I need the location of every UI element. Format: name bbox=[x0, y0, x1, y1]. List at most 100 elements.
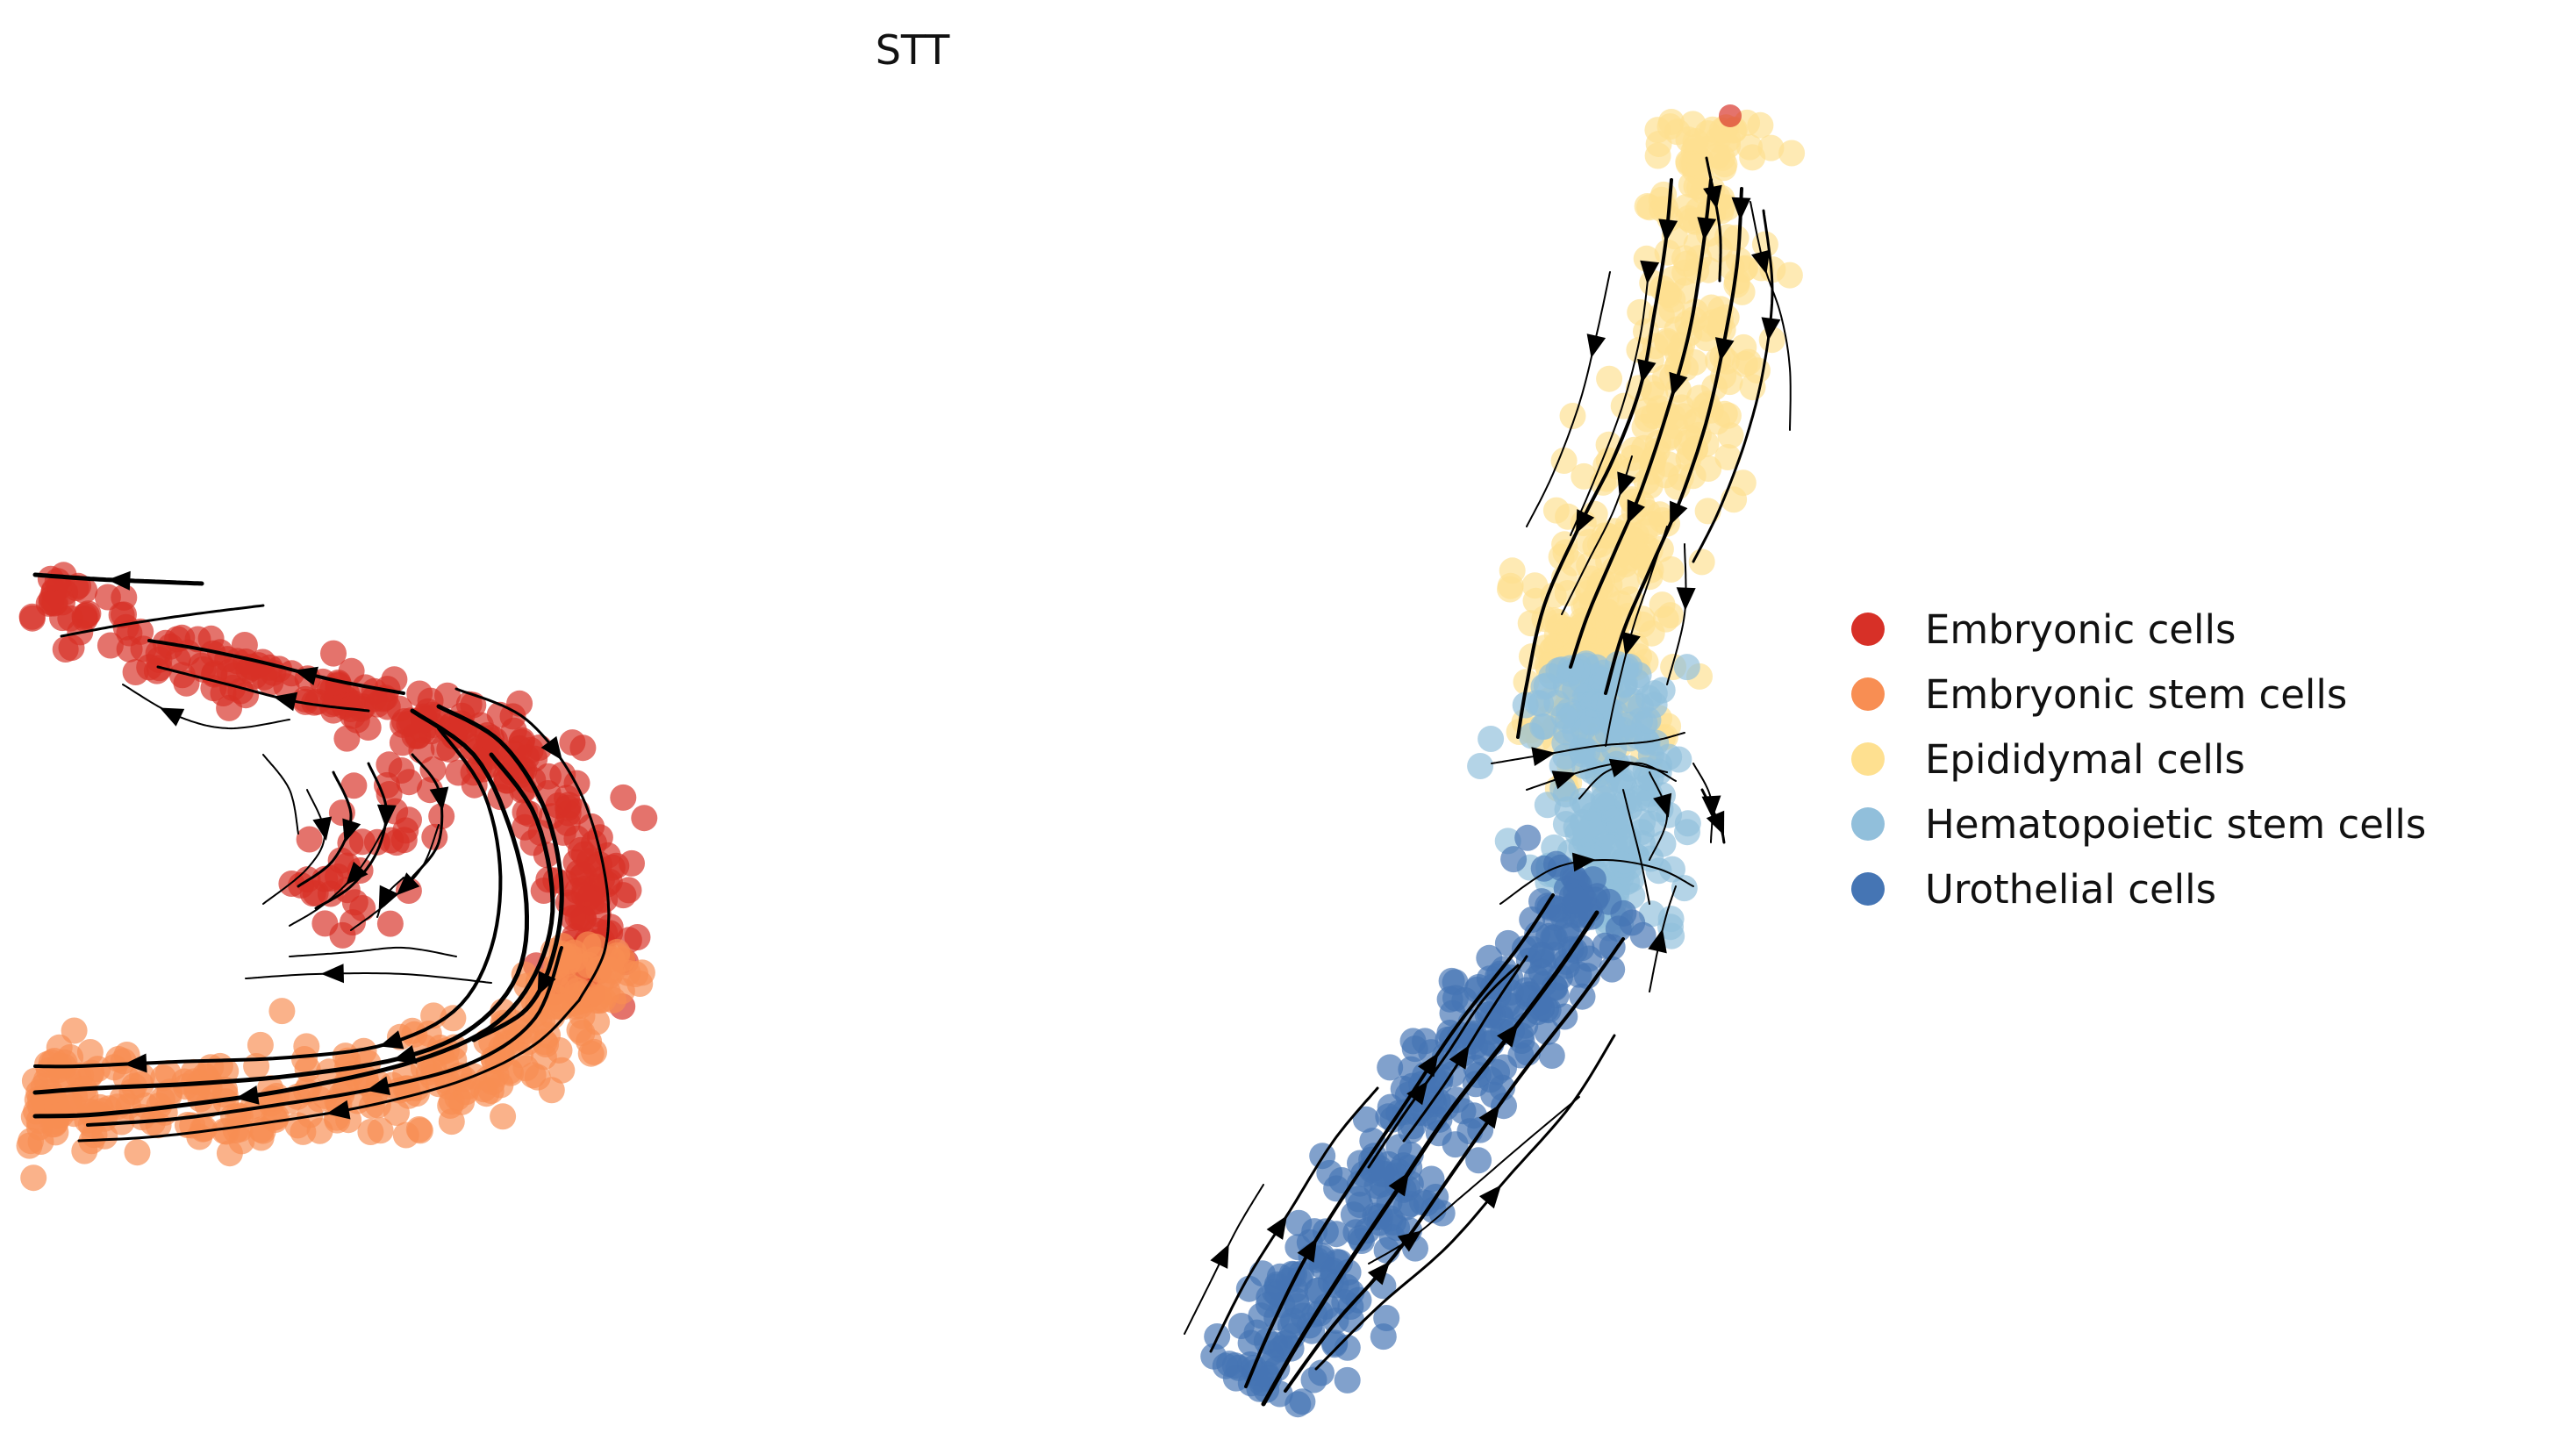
cell-point bbox=[1467, 753, 1494, 779]
cell-point bbox=[1747, 111, 1774, 139]
streamline bbox=[1569, 178, 1713, 669]
stream-arrow bbox=[1669, 371, 1688, 397]
cell-point bbox=[1442, 1131, 1469, 1158]
cell-point bbox=[1673, 250, 1700, 277]
cell-point bbox=[437, 1092, 464, 1119]
stream-arrow bbox=[1676, 587, 1696, 611]
streamline bbox=[436, 704, 564, 1043]
cell-point bbox=[1267, 1336, 1294, 1363]
cell-point bbox=[1739, 144, 1766, 171]
cell-point bbox=[1596, 698, 1623, 725]
cell-point bbox=[563, 825, 590, 852]
stream-arrow bbox=[1706, 810, 1725, 835]
stream-arrow bbox=[1714, 337, 1735, 362]
cell-point bbox=[1694, 498, 1721, 525]
cell-point bbox=[1571, 462, 1598, 490]
stream-arrow bbox=[540, 735, 562, 761]
cell-point bbox=[190, 1115, 216, 1143]
legend-item: Hematopoietic stem cells bbox=[1850, 792, 2426, 856]
cell-point bbox=[354, 714, 382, 741]
cell-point bbox=[608, 978, 635, 1005]
streamline bbox=[1605, 526, 1668, 747]
stream-arrow bbox=[1576, 509, 1595, 534]
cell-point bbox=[1596, 365, 1623, 392]
cell-point bbox=[440, 1005, 467, 1032]
stream-arrow bbox=[346, 861, 369, 885]
cell-point bbox=[58, 634, 85, 662]
cell-point bbox=[1731, 350, 1758, 377]
legend: Embryonic cells Embryonic stem cells Epidi… bbox=[1850, 597, 2426, 921]
streamline bbox=[1666, 543, 1687, 685]
streamline bbox=[411, 753, 444, 879]
cell-point bbox=[1476, 965, 1503, 992]
stream-arrow bbox=[396, 872, 420, 896]
cell-point bbox=[1683, 407, 1710, 434]
cell-point bbox=[1714, 444, 1742, 470]
cell-point bbox=[1692, 315, 1720, 342]
stream-arrow bbox=[1670, 500, 1688, 526]
cell-point bbox=[631, 805, 658, 832]
cell-point bbox=[1555, 707, 1581, 734]
streamline bbox=[289, 824, 387, 927]
streamline bbox=[1314, 1034, 1616, 1371]
legend-marker bbox=[1851, 807, 1885, 841]
cell-point bbox=[1665, 746, 1692, 773]
stream-arrow bbox=[366, 1076, 390, 1095]
cell-point bbox=[1200, 1343, 1227, 1370]
cell-point bbox=[610, 784, 637, 811]
cell-point bbox=[273, 673, 300, 700]
cell-point bbox=[302, 879, 329, 906]
stream-arrow bbox=[1367, 1261, 1391, 1286]
cell-point bbox=[20, 1164, 47, 1192]
stream-arrow bbox=[160, 707, 185, 727]
cell-point bbox=[1334, 1334, 1361, 1361]
cell-point bbox=[1659, 856, 1685, 883]
cell-point bbox=[538, 1077, 565, 1104]
cell-point bbox=[1698, 294, 1725, 321]
stream-arrow bbox=[1388, 1171, 1409, 1197]
cell-point bbox=[293, 1033, 320, 1060]
cell-point bbox=[108, 601, 135, 628]
streamline bbox=[1244, 893, 1555, 1388]
cell-point bbox=[247, 1031, 274, 1058]
cell-point bbox=[548, 1057, 576, 1084]
streamline bbox=[262, 789, 326, 905]
stream-arrow bbox=[1449, 1044, 1470, 1070]
cell-point bbox=[396, 769, 423, 796]
cell-point bbox=[1618, 687, 1645, 714]
stream-arrow bbox=[392, 1045, 418, 1064]
legend-marker bbox=[1851, 677, 1885, 711]
cell-point bbox=[1277, 1312, 1304, 1339]
legend-marker bbox=[1851, 742, 1885, 776]
cell-point bbox=[526, 1008, 553, 1035]
cell-point bbox=[168, 662, 196, 689]
stream-arrow bbox=[1648, 928, 1667, 954]
stream-arrow bbox=[1418, 1052, 1439, 1078]
cell-point bbox=[261, 1107, 289, 1133]
cell-point bbox=[1671, 875, 1698, 902]
streamline bbox=[77, 999, 581, 1143]
cell-point bbox=[1709, 144, 1735, 171]
streamline bbox=[1750, 201, 1792, 431]
cell-point bbox=[1662, 412, 1689, 440]
cell-point bbox=[550, 993, 577, 1021]
cell-point bbox=[396, 806, 422, 834]
cell-point bbox=[1635, 706, 1662, 734]
streamline bbox=[32, 708, 530, 1095]
streamline bbox=[1526, 271, 1611, 527]
stream-arrow bbox=[326, 1100, 351, 1120]
stream-arrow bbox=[342, 818, 361, 843]
streamline bbox=[1622, 789, 1650, 905]
chart-title: STT bbox=[875, 26, 950, 74]
streamline bbox=[1649, 771, 1669, 861]
cell-point bbox=[1778, 140, 1806, 167]
streamline bbox=[1570, 262, 1650, 536]
stream-arrow bbox=[1478, 1104, 1500, 1129]
cell-point bbox=[290, 1118, 317, 1145]
cell-point bbox=[549, 761, 576, 788]
cell-point bbox=[1289, 1388, 1316, 1415]
cell-point bbox=[1237, 1329, 1264, 1357]
legend-item: Urothelial cells bbox=[1850, 856, 2426, 921]
streamline bbox=[1526, 763, 1668, 791]
legend-label: Hematopoietic stem cells bbox=[1925, 800, 2427, 848]
